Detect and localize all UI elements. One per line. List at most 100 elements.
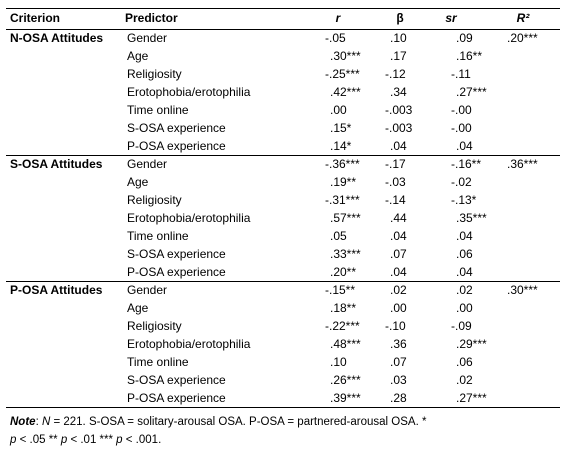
stat-value: .34 (390, 85, 407, 99)
stat-value: .04 (456, 139, 473, 153)
note-text: < .05 ** (16, 434, 61, 446)
stat-value: .48*** (330, 337, 361, 351)
criterion: S-OSA Attitudes (10, 157, 103, 171)
stat-value: .07 (390, 247, 407, 261)
note-text: < .001. (122, 434, 162, 446)
stat-value: .27*** (456, 85, 487, 99)
stat-value: -.13* (451, 193, 477, 207)
predictor: Age (127, 175, 149, 189)
criterion: N-OSA Attitudes (10, 31, 104, 45)
stat-value: .20** (330, 265, 357, 279)
stat-value: .10 (330, 355, 347, 369)
note-label: Note (10, 416, 36, 428)
rule (6, 281, 560, 282)
stat-value: .30*** (330, 49, 361, 63)
column-header: R² (516, 11, 530, 25)
stat-value: .00 (330, 103, 347, 117)
stat-value: .04 (390, 265, 407, 279)
stat-value: -.00 (451, 103, 472, 117)
stat-value: .07 (390, 355, 407, 369)
predictor: Age (127, 301, 149, 315)
stat-value: -.36*** (325, 157, 360, 171)
stat-value: .27*** (456, 391, 487, 405)
stat-value: .00 (456, 301, 473, 315)
predictor: Time online (127, 229, 189, 243)
note-text: p (10, 434, 17, 446)
stat-value: .04 (456, 265, 473, 279)
predictor: S-OSA experience (127, 373, 226, 387)
stat-value: -.003 (385, 103, 413, 117)
stat-value: -.17 (385, 157, 406, 171)
predictor: Time online (127, 355, 189, 369)
stat-value: .02 (456, 373, 473, 387)
note-text: = 221. S-OSA = solitary-arousal OSA. P-O… (50, 416, 427, 428)
predictor: Religiosity (127, 319, 182, 333)
note-text: : (35, 416, 42, 428)
r-squared: .36*** (507, 157, 538, 171)
rule (6, 155, 560, 156)
stat-value: -.003 (385, 121, 413, 135)
predictor: S-OSA experience (127, 247, 226, 261)
predictor: Gender (127, 283, 168, 297)
note-text: p (60, 434, 68, 446)
stat-value: -.31*** (325, 193, 360, 207)
r-squared: .30*** (507, 283, 538, 297)
rule (6, 8, 560, 9)
predictor: Gender (127, 31, 168, 45)
predictor: P-OSA experience (127, 139, 226, 153)
stat-value: -.14 (385, 193, 406, 207)
stat-value: .33*** (330, 247, 361, 261)
stat-value: .28 (390, 391, 407, 405)
stat-value: .03 (390, 373, 407, 387)
stat-value: -.11 (451, 67, 471, 81)
stat-value: -.15** (325, 283, 356, 297)
stat-value: .02 (456, 283, 473, 297)
stat-value: .17 (390, 49, 407, 63)
stat-value: -.12 (385, 67, 406, 81)
stat-value: -.00 (451, 121, 472, 135)
stat-value: .19** (330, 175, 357, 189)
stat-value: .35*** (456, 211, 487, 225)
predictor: Erotophobia/erotophilia (127, 211, 251, 225)
stat-value: .06 (456, 355, 473, 369)
stat-value: -.02 (451, 175, 472, 189)
stat-value: .00 (390, 301, 407, 315)
stat-value: .57*** (330, 211, 361, 225)
stat-value: -.16** (451, 157, 482, 171)
criterion: P-OSA Attitudes (10, 283, 103, 297)
predictor: P-OSA experience (127, 265, 226, 279)
stat-value: .15* (330, 121, 352, 135)
stat-value: -.03 (385, 175, 406, 189)
stat-value: .36 (390, 337, 407, 351)
stat-value: .44 (390, 211, 407, 225)
note: Note: N = 221. S-OSA = solitary-arousal … (10, 413, 430, 449)
stat-value: .04 (390, 229, 407, 243)
stat-value: .42*** (330, 85, 361, 99)
stat-value: .04 (390, 139, 407, 153)
column-header: Predictor (125, 11, 178, 25)
predictor: S-OSA experience (127, 121, 226, 135)
column-header: β (396, 11, 404, 25)
r-squared: .20*** (507, 31, 538, 45)
stat-value: -.25*** (325, 67, 360, 81)
stat-value: .09 (456, 31, 473, 45)
stat-value: -.05 (325, 31, 346, 45)
note-text: N (41, 416, 51, 428)
stat-value: .04 (456, 229, 473, 243)
stat-value: -.10 (385, 319, 406, 333)
column-header: sr (445, 11, 457, 25)
stat-value: .16** (456, 49, 483, 63)
stat-value: .39*** (330, 391, 361, 405)
stat-value: .06 (456, 247, 473, 261)
stat-value: .10 (390, 31, 407, 45)
note-text: p (116, 434, 123, 446)
rule (6, 407, 560, 408)
predictor: Religiosity (127, 193, 182, 207)
stat-value: .29*** (456, 337, 487, 351)
column-header: r (335, 11, 341, 25)
stat-value: .18** (330, 301, 357, 315)
predictor: Age (127, 49, 149, 63)
predictor: Gender (127, 157, 168, 171)
stat-value: -.22*** (325, 319, 360, 333)
